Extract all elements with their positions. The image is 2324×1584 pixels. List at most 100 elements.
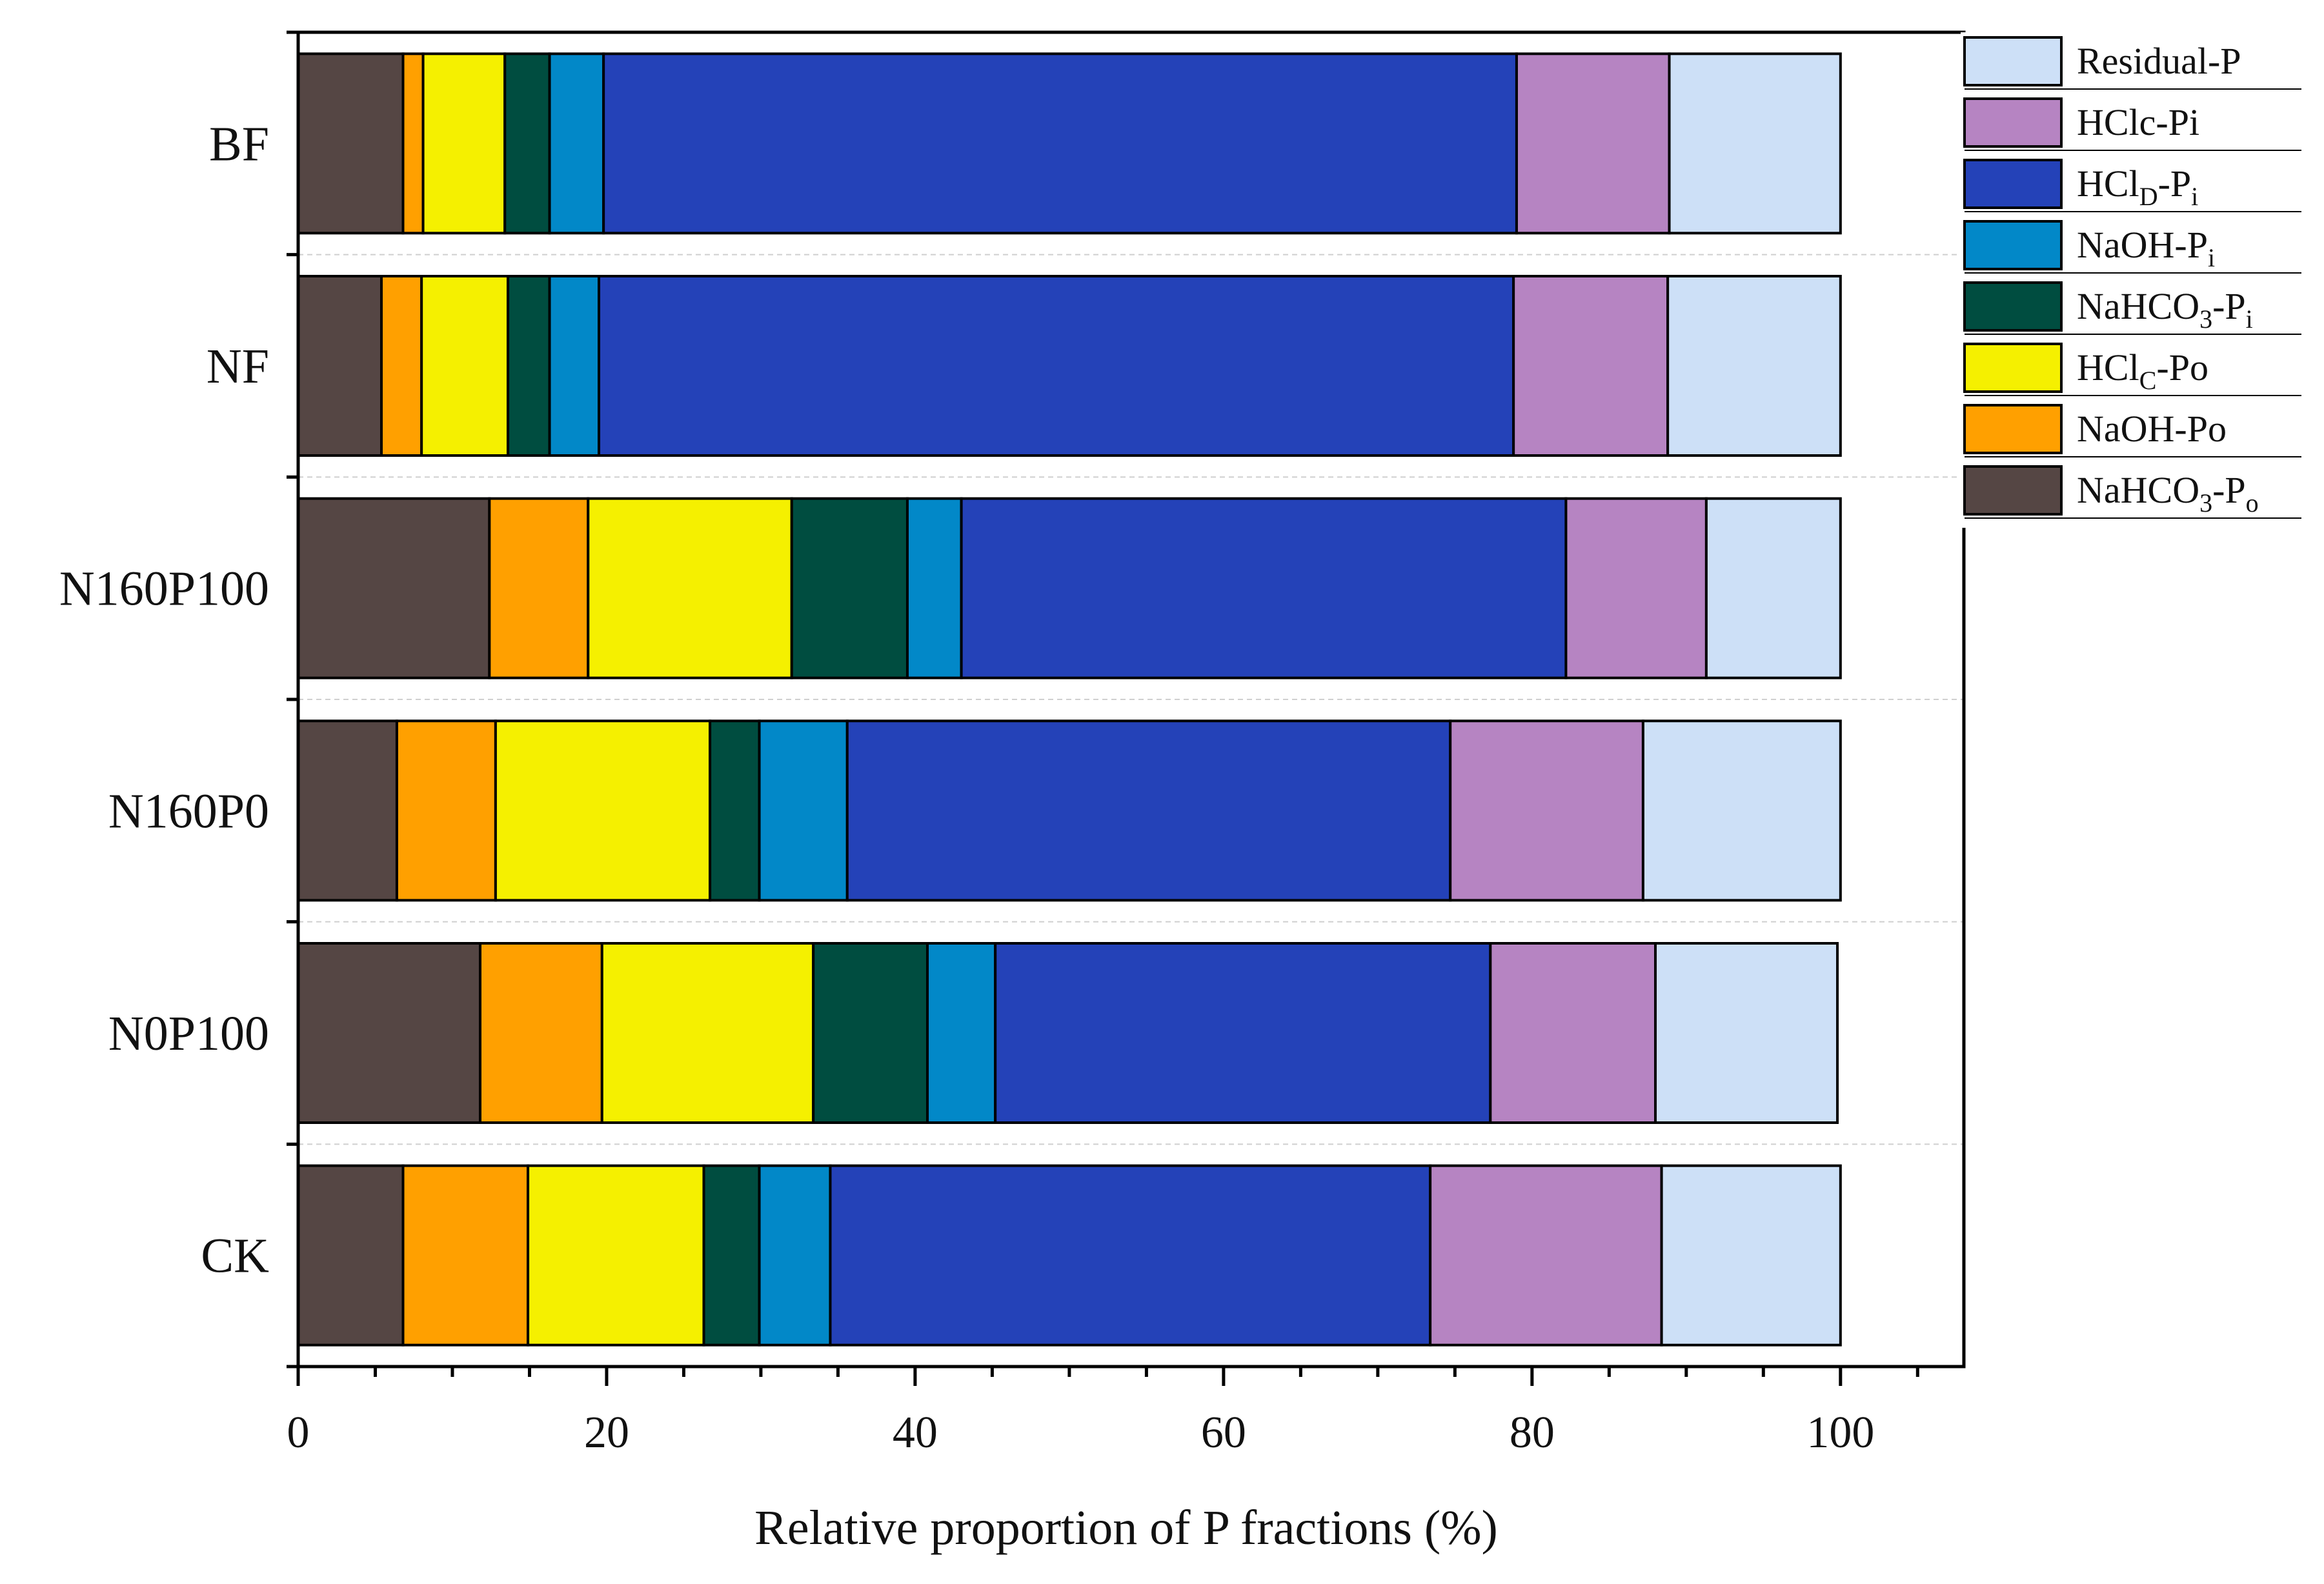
y-axis: BF NF N160P100 N160P0 N0P100 CK: [59, 30, 298, 1368]
legend-label-part: -Po: [2156, 346, 2208, 388]
bars-layer: [297, 52, 1964, 1347]
bar-segment-ck-naoh-po: [401, 1164, 530, 1347]
legend: Residual-PHClc-PiHClD-PiNaOH-PiNaHCO3-Pi…: [1961, 32, 2301, 528]
legend-label: HClD-Pi: [2077, 163, 2198, 211]
bar-segment-n160p0-hcld-pi: [845, 719, 1452, 902]
legend-label: HClc-Pi: [2077, 101, 2199, 143]
bar-segment-n0p100-hcld-pi: [994, 942, 1492, 1124]
bar-segment-ck-naoh-pi: [758, 1164, 832, 1347]
legend-label: NaHCO3-Po: [2077, 469, 2259, 517]
legend-label-base: Residual-P: [2077, 40, 2241, 82]
category-label: N160P100: [59, 562, 269, 616]
bar-segment-ck-residual-p: [1660, 1164, 1842, 1347]
bar-segment-ck-nahco3-po: [297, 1164, 405, 1347]
bar-segment-n160p100-hclc-pi: [1564, 497, 1708, 679]
legend-swatch: [1963, 159, 2063, 209]
legend-label-subscript: 3: [2199, 488, 2212, 517]
bar-segment-n160p100-hcld-pi: [960, 497, 1568, 679]
bar-segment-nf-naoh-po: [380, 275, 423, 457]
bar-segment-n0p100-naoh-po: [478, 942, 603, 1124]
bar-segment-nf-hclc-po: [420, 275, 510, 457]
bar-segment-bf-residual-p: [1668, 52, 1842, 235]
x-tick-label: 40: [893, 1408, 938, 1458]
legend-label: Residual-P: [2077, 40, 2241, 82]
bar-segment-bf-hclc-pi: [1515, 52, 1671, 235]
bar-segment-n160p100-hclc-po: [587, 497, 793, 679]
bar-segment-bf-nahco3-pi: [503, 52, 551, 235]
bar-segment-bf-naoh-pi: [548, 52, 605, 235]
legend-label-subscript: D: [2139, 182, 2158, 211]
bar-segment-nf-naoh-pi: [548, 275, 601, 457]
x-tick-label: 20: [584, 1408, 629, 1458]
x-axis-title: Relative proportion of P fractions (%): [754, 1501, 1498, 1555]
legend-label: NaOH-Pi: [2077, 224, 2215, 272]
bar-segment-n160p100-naoh-pi: [905, 497, 963, 679]
legend-label-base: NaOH-Po: [2077, 408, 2227, 450]
legend-label-part: -P: [2158, 163, 2192, 205]
bar-segment-n160p0-residual-p: [1641, 719, 1842, 902]
legend-label-subscript: i: [2191, 182, 2198, 211]
legend-swatch: [1963, 465, 2063, 516]
bar-segment-n160p0-hclc-po: [494, 719, 712, 902]
bar-segment-n160p100-nahco3-pi: [790, 497, 909, 679]
legend-swatch: [1963, 281, 2063, 332]
x-tick-label: 0: [287, 1408, 310, 1458]
legend-swatch: [1963, 36, 2063, 86]
legend-label-subscript: 3: [2199, 305, 2212, 334]
bar-segment-n0p100-nahco3-po: [297, 942, 481, 1124]
bar-segment-n160p0-naoh-po: [395, 719, 497, 902]
bar-segment-bf-hcld-pi: [602, 52, 1518, 235]
legend-label-base: NaHCO: [2077, 469, 2199, 511]
category-label: N160P0: [108, 784, 269, 838]
legend-label-base: NaHCO: [2077, 285, 2199, 327]
legend-label-subscript: i: [2246, 305, 2253, 334]
legend-label-base: HCl: [2077, 346, 2139, 388]
x-tick-label: 60: [1201, 1408, 1246, 1458]
bar-segment-n0p100-naoh-pi: [926, 942, 997, 1124]
legend-swatch: [1963, 220, 2063, 270]
legend-label-part: -P: [2212, 469, 2246, 511]
legend-label-subscript: o: [2246, 488, 2259, 517]
bar-segment-n0p100-hclc-pi: [1489, 942, 1657, 1124]
legend-label: HClC-Po: [2077, 346, 2208, 395]
bar-segment-n160p100-residual-p: [1704, 497, 1842, 679]
category-label: N0P100: [108, 1007, 269, 1061]
x-tick-label: 100: [1806, 1408, 1874, 1458]
bar-segment-n160p100-naoh-po: [488, 497, 590, 679]
legend-label-base: HCl: [2077, 163, 2139, 205]
bar-segment-n160p0-nahco3-po: [297, 719, 398, 902]
x-axis: 0 20 40 60 80 100: [287, 1367, 1919, 1458]
bar-segment-nf-nahco3-pi: [507, 275, 551, 457]
bar-segment-nf-nahco3-po: [297, 275, 383, 457]
legend-label-base: HClc-Pi: [2077, 101, 2199, 143]
bar-segment-nf-residual-p: [1666, 275, 1842, 457]
category-label: CK: [201, 1229, 269, 1283]
bar-segment-bf-hclc-po: [421, 52, 507, 235]
bar-segment-nf-hclc-pi: [1512, 275, 1670, 457]
bar-segment-n160p0-nahco3-pi: [709, 719, 761, 902]
bar-segment-n0p100-hclc-po: [600, 942, 815, 1124]
legend-swatch: [1963, 343, 2063, 393]
legend-swatch: [1963, 97, 2063, 148]
bar-segment-n0p100-residual-p: [1654, 942, 1839, 1124]
bar-segment-bf-nahco3-po: [297, 52, 405, 235]
x-tick-label: 80: [1510, 1408, 1555, 1458]
bar-segment-n160p0-naoh-pi: [758, 719, 849, 902]
bar-segment-n0p100-nahco3-pi: [812, 942, 929, 1124]
bar-segment-n160p0-hclc-pi: [1449, 719, 1644, 902]
bar-segment-ck-hclc-po: [527, 1164, 705, 1347]
legend-label: NaOH-Po: [2077, 408, 2227, 450]
bar-segment-ck-hclc-pi: [1429, 1164, 1663, 1347]
bar-segment-ck-nahco3-pi: [702, 1164, 761, 1347]
bar-segment-ck-hcld-pi: [829, 1164, 1432, 1347]
legend-label: NaHCO3-Pi: [2077, 285, 2253, 334]
category-label: BF: [209, 117, 269, 171]
bar-segment-nf-hcld-pi: [598, 275, 1515, 457]
bar-segment-bf-naoh-po: [401, 52, 425, 235]
legend-label-subscript: C: [2139, 366, 2157, 395]
legend-swatch: [1963, 404, 2063, 454]
legend-label-part: -P: [2212, 285, 2246, 327]
bar-segment-n160p100-nahco3-po: [297, 497, 491, 679]
legend-label-subscript: i: [2208, 243, 2215, 272]
